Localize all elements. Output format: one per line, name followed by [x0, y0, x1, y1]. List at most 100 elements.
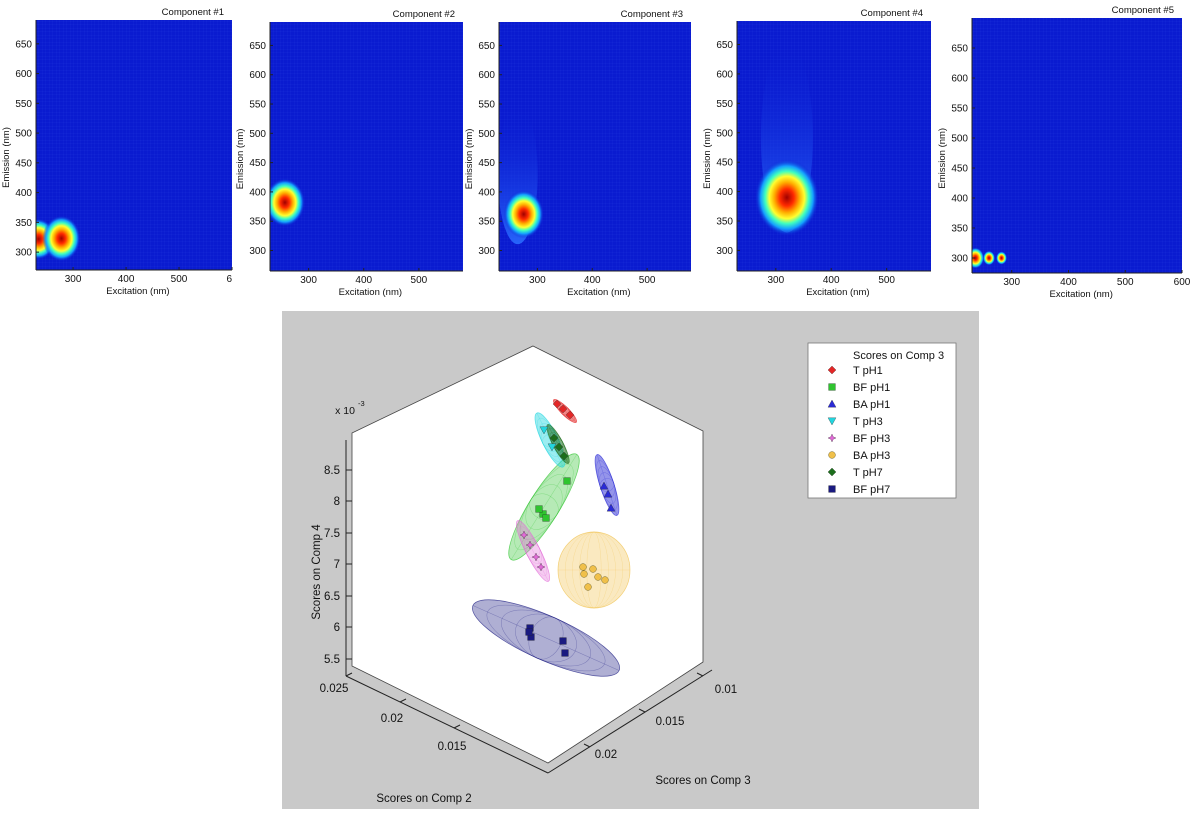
- y-tick-label: 450: [249, 158, 266, 169]
- y-tick-label: 650: [951, 44, 968, 55]
- ellipsoid-mesh: [579, 531, 609, 609]
- comp2-axis-line: [345, 675, 549, 774]
- data-marker: [542, 514, 550, 522]
- y-tick-label: 600: [249, 70, 266, 81]
- ellipsoid-mesh: [525, 484, 563, 530]
- y-tick-label: 450: [15, 158, 32, 169]
- comp2-tick-label: 0.02: [381, 713, 403, 725]
- y-tick-label: 450: [951, 164, 968, 175]
- data-marker: [606, 503, 616, 512]
- y-tick-label: 400: [249, 187, 266, 198]
- heatmap-title: Component #1: [162, 7, 224, 18]
- heatmap-peaks: [972, 247, 1008, 269]
- data-marker: [547, 443, 557, 452]
- x-axis-label: Excitation (nm): [339, 287, 402, 298]
- data-marker: [559, 637, 567, 645]
- cluster-ellipsoid: [508, 453, 580, 561]
- data-marker: [549, 433, 559, 443]
- comp3-tick-label: 0.02: [595, 749, 617, 761]
- data-marker: [563, 477, 571, 485]
- ellipsoid-body: [594, 454, 620, 516]
- ellipsoid-body: [472, 599, 620, 677]
- x-tick-label: 400: [584, 275, 601, 286]
- x-axis-label: Excitation (nm): [106, 286, 169, 297]
- ellipsoid-mesh: [529, 493, 559, 521]
- x-tick-label: 300: [767, 275, 784, 286]
- comp3-axis-label: Scores on Comp 3: [655, 775, 750, 787]
- ellipsoid-mesh: [586, 531, 602, 609]
- data-marker: [827, 467, 837, 477]
- comp3-tick-label: 0.01: [715, 684, 737, 696]
- data-marker: [827, 365, 837, 375]
- heatmap-peak: [996, 251, 1008, 265]
- heatmap-title: Component #3: [621, 9, 683, 20]
- x-tick-label: 400: [823, 275, 840, 286]
- legend-entry: BF pH1: [853, 382, 890, 394]
- heatmap-peak: [972, 247, 985, 269]
- y-tick-label: 350: [478, 217, 495, 228]
- ellipsoid-mesh: [514, 463, 574, 551]
- data-marker: [827, 399, 837, 408]
- y-tick-label: 650: [249, 41, 266, 52]
- y-axis-label: Emission (nm): [937, 128, 948, 189]
- y-tick-label: 450: [478, 158, 495, 169]
- data-marker: [561, 649, 569, 657]
- data-marker: [827, 433, 837, 443]
- x-axis-label: Excitation (nm): [806, 287, 869, 298]
- y-tick-label: 300: [716, 246, 733, 257]
- heatmap-peak: [754, 159, 819, 236]
- y-tick-label: 300: [249, 246, 266, 257]
- legend-title: Scores on Comp 3: [853, 350, 944, 362]
- comp3-tick: [638, 708, 646, 713]
- heatmap-panel-3: Component #3 300 350 400 450 500 550 600 650 300 4…: [464, 9, 691, 298]
- ellipsoid-mesh: [515, 613, 577, 663]
- y-tick-label: 650: [15, 39, 32, 50]
- axes-box: [351, 345, 704, 764]
- y-axis-label: Emission (nm): [702, 128, 713, 189]
- data-marker: [594, 573, 602, 581]
- comp3-tick-label: 0.015: [656, 716, 685, 728]
- legend-entry: T pH7: [853, 467, 883, 479]
- z-scale-label: x 10: [335, 405, 355, 417]
- legend-entry: BF pH3: [853, 433, 890, 445]
- x-tick-label: 500: [411, 275, 428, 286]
- y-tick-label: 400: [951, 194, 968, 205]
- data-marker: [589, 565, 597, 573]
- y-tick-label: 400: [716, 187, 733, 198]
- ellipsoid-mesh: [596, 454, 618, 516]
- heatmap-panel-2: Component #2 300 350 400 450 500 550 600 650 300 4…: [235, 9, 463, 298]
- x-tick-label: 500: [639, 275, 656, 286]
- comp2-tick-label: 0.025: [320, 683, 349, 695]
- y-tick-label: 500: [951, 134, 968, 145]
- data-marker: [525, 540, 535, 550]
- data-marker: [584, 583, 592, 591]
- y-tick-label: 300: [478, 246, 495, 257]
- x-axis-label: Excitation (nm): [567, 287, 630, 298]
- data-marker: [554, 442, 564, 452]
- y-tick-label: 550: [249, 100, 266, 111]
- x-tick-label: 600: [1174, 277, 1191, 288]
- x-tick-label: 6: [226, 274, 232, 285]
- y-tick-label: 600: [478, 70, 495, 81]
- x-tick-label: 400: [1060, 277, 1077, 288]
- data-marker: [559, 451, 569, 461]
- y-tick-label: 500: [249, 129, 266, 140]
- ellipsoid-mesh: [500, 609, 592, 667]
- y-tick-label: 400: [478, 187, 495, 198]
- cluster-ellipsoid: [594, 454, 620, 516]
- z-tick-label: 7: [334, 559, 340, 571]
- y-tick-label: 350: [716, 217, 733, 228]
- x-tick-label: 400: [355, 275, 372, 286]
- ellipsoid-mesh: [564, 531, 624, 609]
- y-tick-label: 450: [716, 158, 733, 169]
- x-tick-label: 300: [1003, 277, 1020, 288]
- heatmap-grid: [270, 22, 463, 271]
- legend: Scores on Comp 3 T pH1 BF pH1 BA pH1 T pH3 BF…: [807, 342, 957, 499]
- z-tick-label: 7.5: [324, 528, 340, 540]
- y-tick-label: 300: [951, 254, 968, 265]
- heatmap-panel-5: Component #5 300 350 400 450 500 550 600 650 300 4…: [937, 5, 1191, 300]
- ellipsoid-mesh: [597, 466, 617, 504]
- ellipsoid-mesh: [523, 538, 543, 564]
- x-tick-label: 500: [878, 275, 895, 286]
- heatmap-peak: [42, 215, 81, 262]
